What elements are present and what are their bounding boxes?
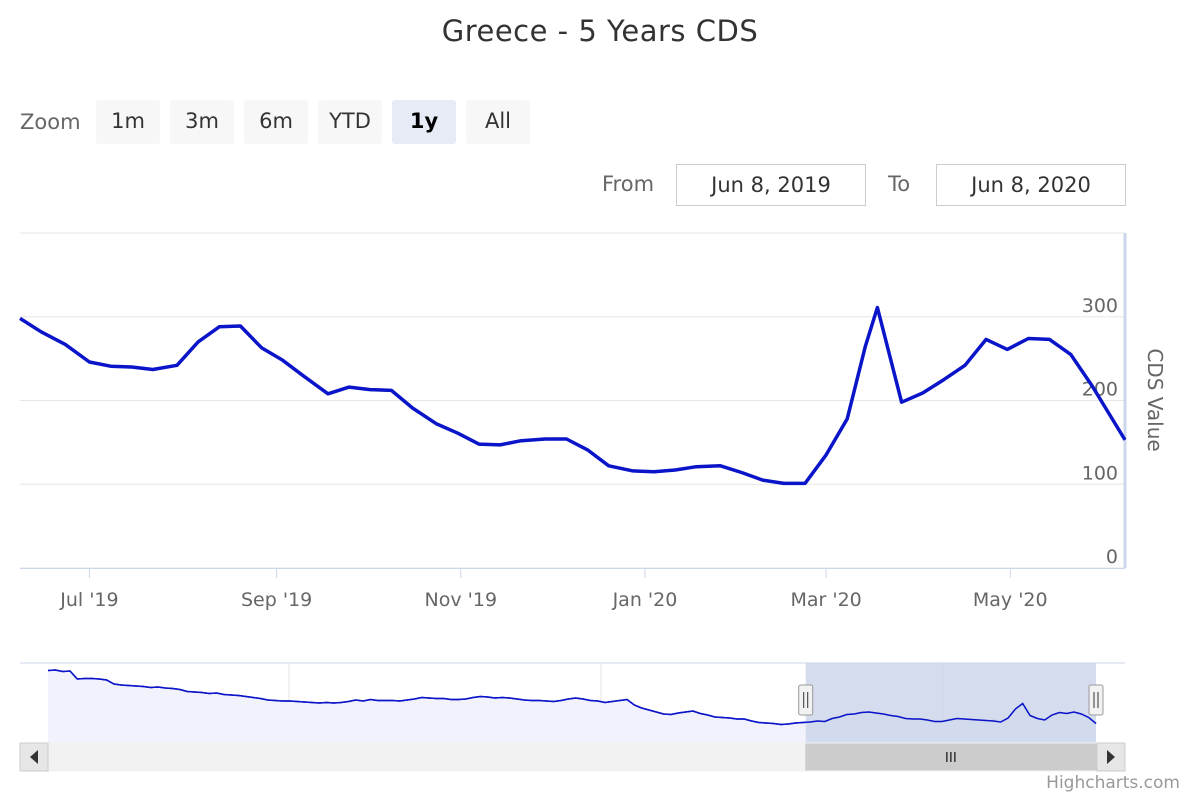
- to-label: To: [888, 172, 911, 196]
- x-tick-label: Sep '19: [241, 589, 312, 611]
- zoom-3m-button[interactable]: 3m: [170, 100, 234, 144]
- navigator-series-overlay: [47, 669, 1097, 726]
- navigator-selection-mask[interactable]: [805, 663, 1096, 743]
- y-tick-label: 0: [1106, 546, 1118, 568]
- scroll-left-arrow-icon: [30, 750, 38, 764]
- zoom-ytd-button[interactable]: YTD: [318, 100, 382, 144]
- zoom-1y-button[interactable]: 1y: [392, 100, 456, 144]
- cds-series-line: [19, 305, 1127, 486]
- navigator-left-handle[interactable]: [798, 684, 814, 716]
- navigator-right-handle[interactable]: [1088, 684, 1104, 716]
- y-tick-label: 300: [1082, 295, 1118, 317]
- scroll-right-arrow-icon: [1107, 750, 1115, 764]
- to-date-input[interactable]: Jun 8, 2020: [936, 164, 1126, 206]
- x-tick-label: Jan '20: [612, 589, 678, 611]
- credits-link[interactable]: Highcharts.com: [1046, 773, 1180, 793]
- x-tick-label: Jul '19: [59, 589, 118, 611]
- y-axis-title: CDS Value: [1143, 348, 1167, 451]
- zoom-1m-button[interactable]: 1m: [96, 100, 160, 144]
- x-tick-label: Nov '19: [425, 589, 498, 611]
- from-date-input[interactable]: Jun 8, 2019: [676, 164, 866, 206]
- y-tick-label: 100: [1082, 462, 1118, 484]
- from-label: From: [602, 172, 655, 196]
- zoom-all-button[interactable]: All: [466, 100, 530, 144]
- zoom-label: Zoom: [20, 110, 81, 134]
- x-tick-label: May '20: [973, 589, 1048, 611]
- zoom-6m-button[interactable]: 6m: [244, 100, 308, 144]
- chart-title: Greece - 5 Years CDS: [441, 14, 759, 48]
- x-tick-label: Mar '20: [790, 589, 861, 611]
